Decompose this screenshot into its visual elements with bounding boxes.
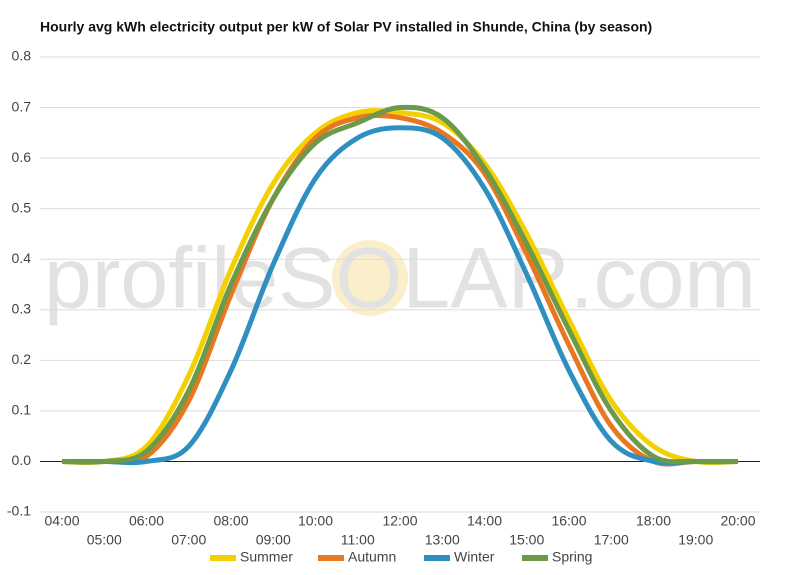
x-tick-label: 09:00 xyxy=(256,532,291,548)
y-tick-label: 0.8 xyxy=(12,48,32,64)
x-tick-label: 07:00 xyxy=(171,532,206,548)
x-tick-label: 20:00 xyxy=(720,513,755,529)
y-tick-label: 0.0 xyxy=(12,452,32,468)
legend-swatch xyxy=(318,555,344,561)
x-tick-label: 10:00 xyxy=(298,513,333,529)
legend-swatch xyxy=(210,555,236,561)
legend-swatch xyxy=(522,555,548,561)
x-tick-label: 05:00 xyxy=(87,532,122,548)
x-tick-label: 13:00 xyxy=(425,532,460,548)
y-tick-label: 0.1 xyxy=(12,402,32,418)
x-tick-label: 18:00 xyxy=(636,513,671,529)
x-tick-label: 19:00 xyxy=(678,532,713,548)
x-tick-label: 17:00 xyxy=(594,532,629,548)
x-tick-label: 04:00 xyxy=(44,513,79,529)
watermark: profileSOLAR.com xyxy=(44,231,756,327)
legend-swatch xyxy=(424,555,450,561)
x-tick-label: 14:00 xyxy=(467,513,502,529)
legend-label: Summer xyxy=(240,549,293,565)
x-tick-label: 16:00 xyxy=(551,513,586,529)
line-series xyxy=(61,112,738,467)
y-tick-label: 0.3 xyxy=(12,300,32,316)
x-tick-label: 15:00 xyxy=(509,532,544,548)
legend-label: Autumn xyxy=(348,549,396,565)
line-series xyxy=(61,104,739,465)
x-tick-label: 06:00 xyxy=(129,513,164,529)
x-tick-label: 11:00 xyxy=(341,532,375,548)
legend-label: Winter xyxy=(454,549,495,565)
line-series xyxy=(62,125,738,466)
y-tick-label: 0.4 xyxy=(12,250,32,266)
legend-label: Spring xyxy=(552,549,592,565)
line-series xyxy=(61,108,739,466)
chart-title: Hourly avg kWh electricity output per kW… xyxy=(40,19,652,35)
y-tick-label: 0.5 xyxy=(12,199,32,215)
x-tick-label: 08:00 xyxy=(213,513,248,529)
y-tick-label: -0.1 xyxy=(7,503,31,519)
y-tick-label: 0.2 xyxy=(12,351,32,367)
y-tick-label: 0.7 xyxy=(12,98,32,114)
y-tick-label: 0.6 xyxy=(12,149,32,165)
x-tick-label: 12:00 xyxy=(382,513,417,529)
